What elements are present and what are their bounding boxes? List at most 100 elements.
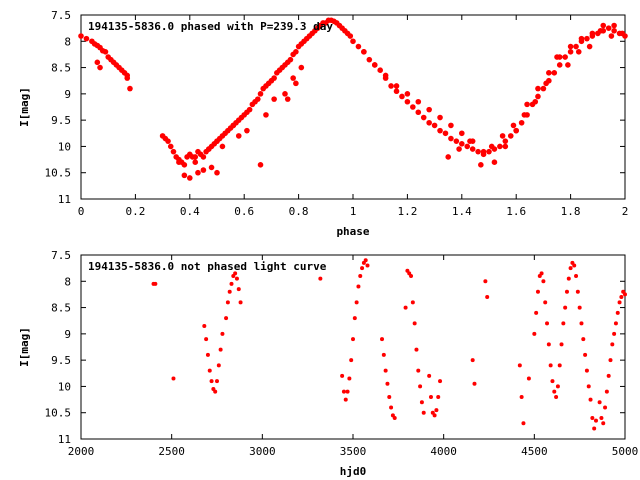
chart-title: 194135-5836.0 phased with P=239.3 day [88,20,333,33]
y-tick-label: 7.5 [51,9,71,22]
data-point [608,358,613,363]
data-point [420,114,427,121]
y-tick-label: 9 [64,88,71,101]
data-point [579,321,584,326]
data-point [526,376,531,381]
data-point [586,384,591,389]
data-point [574,274,579,279]
data-point [298,64,305,71]
x-tick-label: 4000 [430,445,457,458]
x-axis-label: phase [336,225,369,238]
data-point [543,80,549,87]
y-tick-label: 9.5 [51,354,71,367]
data-point [567,49,574,55]
data-point [552,389,557,394]
data-point [534,310,539,315]
data-point [611,27,617,34]
data-point [419,400,424,405]
data-point [453,138,460,144]
data-point [483,279,488,284]
data-point [102,49,109,55]
data-point [578,35,585,42]
data-point [352,316,357,321]
data-point [192,154,199,160]
x-tick-label: 5000 [612,445,639,458]
data-point [167,143,174,150]
chart-panel-2: 2000 2500 3000 3500 4000 4500 5000 7.5 8 8.5 9 9.5 1… [18,249,638,478]
y-axis-label: I[mag] [18,87,31,127]
data-point [597,27,604,34]
data-point [414,347,419,352]
data-point [187,175,193,181]
data-series [78,17,628,181]
data-point [507,133,514,139]
data-point [343,397,348,402]
data-point [170,148,177,155]
data-point [565,62,571,68]
data-point [561,321,566,326]
data-point [238,300,243,305]
y-tick-label: 10 [58,140,71,153]
data-point [434,408,439,413]
data-point [351,337,355,342]
data-point [350,38,356,45]
data-point [437,127,443,134]
x-tick-label: 4500 [521,445,548,458]
data-point [410,104,416,110]
data-point [518,119,525,126]
data-point [127,85,133,92]
data-point [377,67,384,73]
data-point [445,154,452,160]
data-point [431,122,438,129]
data-point [219,143,226,150]
data-point [543,300,548,305]
y-tick-label: 8.5 [51,302,71,315]
data-point [381,352,386,357]
data-point [355,43,362,50]
data-point [195,169,201,176]
data-point [573,43,579,50]
data-point [229,281,234,286]
data-point [385,381,390,386]
data-point [389,405,394,410]
data-point [366,56,373,63]
data-point [371,62,378,68]
data-point [521,112,528,118]
data-point [545,321,550,326]
data-point [581,337,586,342]
data-point [393,88,400,95]
data-point [415,98,422,105]
data-point [554,54,560,60]
data-point [235,133,242,139]
data-point [293,80,299,87]
data-point [347,33,354,39]
data-point [347,376,352,381]
data-point [290,75,296,81]
chart-title: 194135-5836.0 not phased light curve [88,260,327,273]
data-point [356,284,361,289]
data-point [206,146,212,152]
data-point [208,164,215,171]
data-point [271,96,277,102]
data-point [416,368,421,373]
data-point [517,363,522,368]
data-point [459,130,465,137]
x-tick-label: 1.4 [452,205,472,218]
y-tick-label: 10 [58,380,71,393]
data-point [426,106,432,113]
data-point [623,292,627,297]
data-point [456,146,462,152]
x-tick-label: 0.8 [289,205,309,218]
y-tick-label: 10.5 [45,167,72,180]
x-tick-label: 1.8 [561,205,581,218]
data-point [263,112,269,118]
data-point [181,162,188,168]
y-tick-label: 8 [64,35,71,48]
data-point [124,75,131,81]
data-point [502,138,509,144]
data-point [583,352,588,357]
data-point [532,331,537,336]
data-point [214,138,220,144]
data-point [200,167,207,173]
